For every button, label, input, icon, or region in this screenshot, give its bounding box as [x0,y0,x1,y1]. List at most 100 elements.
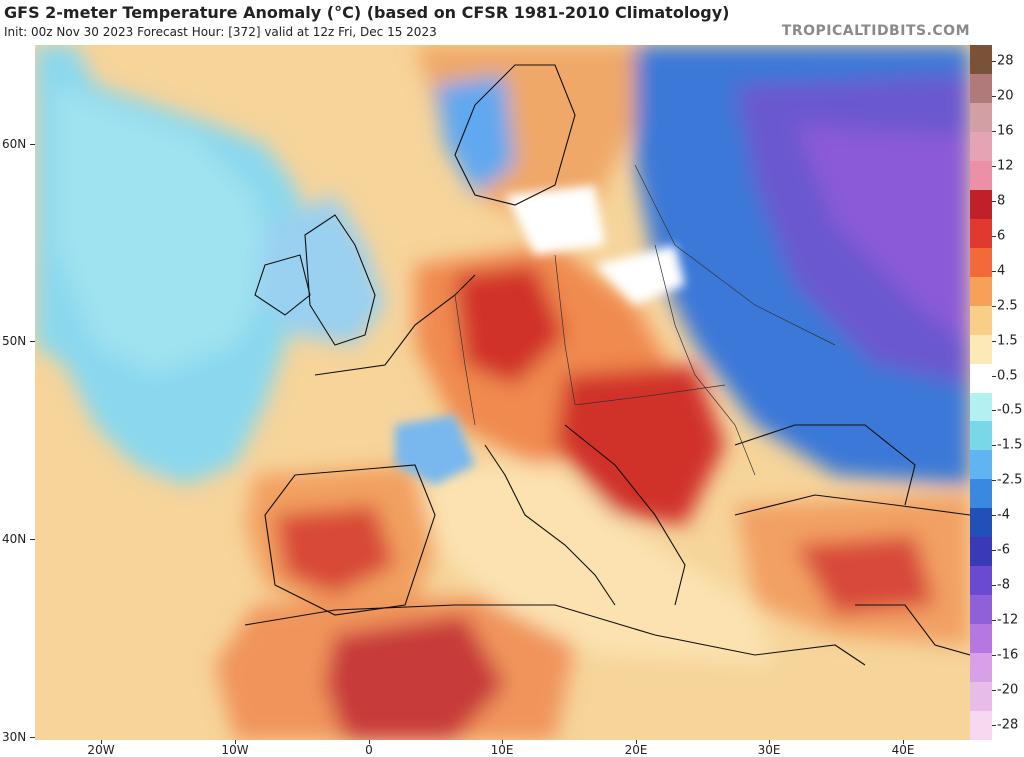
colorbar-label: 28 [997,53,1014,69]
sahara-warm-core [325,615,505,740]
lon-label-0: 0 [365,743,373,757]
colorbar-tick [992,165,996,167]
site-brand[interactable]: TROPICALTIDBITS.COM [781,23,970,39]
country-borders [454,164,836,476]
colorbar-segment [970,508,992,538]
germany-warm-core [455,265,565,385]
border-germany-poland [554,254,576,406]
colorbar-label: 0.5 [997,368,1018,384]
colorbar-segment [970,653,992,683]
sweden-neutral-spot [505,185,605,255]
colorbar-tick [992,480,996,482]
colorbar-tick [992,515,996,517]
colorbar-segment [970,102,992,133]
colorbar-tick [992,61,996,62]
black-sea-north-coast [734,424,916,506]
anomaly-map [35,45,970,740]
lat-label-50n: 50N [2,334,27,348]
lon-tick-30e [769,740,770,744]
colorbar-tick [992,410,996,412]
colorbar-tick [992,235,996,237]
iberia-warm-core [275,505,395,595]
colorbar-label: -2.5 [997,472,1023,488]
lon-tick-20w [101,740,102,744]
black-sea-south-coast [734,494,970,516]
lon-label-10e: 10E [490,743,514,757]
norway-cool-area [435,75,515,195]
coastlines [244,64,970,666]
colorbar-tick [992,270,996,272]
lon-label-20e: 20E [624,743,648,757]
colorbar-segment [970,276,992,307]
colorbar-segment [970,566,992,596]
colorbar-segment [970,218,992,249]
colorbar-tick [992,200,996,202]
colorbar-tick [992,445,996,447]
lon-label-20w: 20W [87,743,115,757]
colorbar-segment [970,334,992,365]
colorbar-label: -20 [997,682,1019,698]
colorbar-label: 6 [997,228,1006,244]
colorbar-label: 16 [997,123,1014,139]
colorbar-label: -16 [997,647,1019,663]
lon-label-40e: 40E [891,743,915,757]
colorbar-label: -6 [997,542,1010,558]
colorbar-tick [992,725,996,726]
colorbar-label: -28 [997,717,1019,733]
colorbar-segment [970,73,992,104]
lon-label-10w: 10W [221,743,249,757]
colorbar-label: 1.5 [997,333,1018,349]
russia-coldest-core [795,125,970,345]
adriatic-east-coast [564,424,686,606]
colorbar-segment [970,160,992,191]
colorbar-label: 2.5 [997,298,1018,314]
balkans-warm-core [555,365,725,525]
colorbar [970,45,992,741]
colorbar-segment [970,624,992,654]
colorbar-segment [970,421,992,451]
colorbar-segment [970,711,992,741]
iberia-outline [264,464,436,616]
colorbar-tick [992,340,996,342]
map-svg [35,45,970,740]
lat-label-60n: 60N [2,137,27,151]
border-romania [694,374,756,476]
colorbar-tick [992,550,996,552]
colorbar-segment [970,189,992,220]
lat-tick-40n [30,539,35,540]
lon-tick-40e [903,740,904,744]
lon-tick-20e [636,740,637,744]
atlantic-cool-core [55,85,275,375]
colorbar-segment [970,247,992,278]
colorbar-label: -8 [997,577,1010,593]
ireland-outline [254,254,311,316]
north-africa-coast [244,604,866,666]
colorbar-label: -12 [997,612,1019,628]
colorbar-segment [970,392,992,422]
colorbar-tick [992,95,996,97]
border-central-south [574,384,726,406]
great-britain-outline [304,214,376,346]
colorbar-segment [970,363,992,393]
border-baltic-russia [634,164,836,346]
colorbar-segment [970,45,992,75]
colorbar-tick [992,130,996,132]
colorbar-segment [970,131,992,162]
lat-tick-50n [30,341,35,342]
france-north-coast [314,274,476,376]
colorbar-tick [992,305,996,307]
colorbar-segment [970,537,992,567]
colorbar-tick [992,690,996,692]
alps-cool-spot [395,415,475,485]
colorbar-label: 12 [997,158,1014,174]
chart-title: GFS 2-meter Temperature Anomaly (°C) (ba… [4,3,730,22]
turkey-warm-core [795,535,935,615]
colorbar-tick [992,375,996,377]
colorbar-tick [992,620,996,622]
lon-tick-10e [502,740,503,744]
lat-label-30n: 30N [2,730,27,744]
colorbar-tick [992,585,996,587]
turkey-south-coast [855,604,970,656]
scandinavia-outline [454,64,576,206]
colorbar-label: 20 [997,88,1014,104]
